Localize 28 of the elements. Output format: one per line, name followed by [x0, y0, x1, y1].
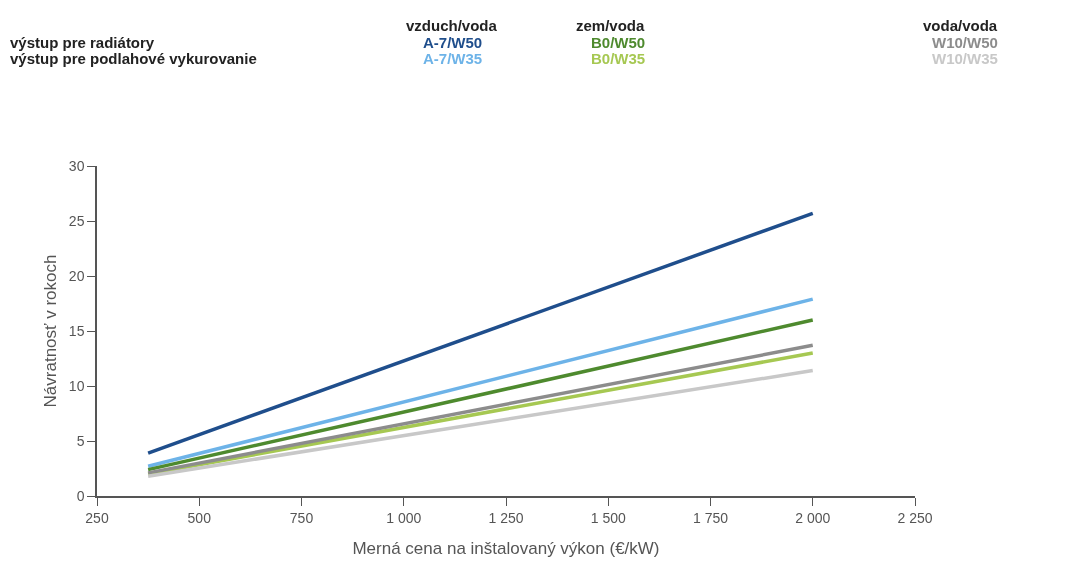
text: A-7/W50	[423, 34, 483, 51]
text: B0/W50	[591, 34, 646, 51]
text: vzduch/voda	[406, 17, 498, 34]
x-tick-label: 2 000	[795, 509, 831, 526]
text: výstup pre radiátory	[10, 34, 155, 51]
y-tick-label: 15	[68, 322, 85, 339]
y-tick-label: 10	[68, 377, 85, 394]
x-tick-label: 1 250	[488, 509, 524, 526]
text: W10/W50	[932, 34, 998, 51]
x-tick-label: 1 750	[692, 509, 729, 526]
y-tick-label: 5	[76, 432, 85, 449]
text: výstup pre podlahové vykurovanie	[10, 50, 257, 67]
x-tick-label: 2 250	[897, 509, 933, 526]
x-tick-label: 1 500	[590, 509, 626, 526]
y-tick-label: 30	[68, 157, 85, 174]
x-tick-label: 1 000	[386, 509, 422, 526]
text: voda/voda	[923, 17, 998, 34]
y-tick-label: 20	[68, 267, 85, 284]
text: B0/W35	[591, 50, 646, 67]
y-tick-label: 25	[68, 212, 85, 229]
x-axis-title: Merná cena na inštalovaný výkon (€/kW)	[352, 539, 660, 559]
text: zem/voda	[576, 17, 646, 34]
text: A-7/W35	[423, 50, 483, 67]
y-axis-title: Návratnosť v rokoch	[40, 254, 60, 408]
x-tick-label: 250	[85, 509, 109, 526]
y-tick-label: 0	[76, 487, 85, 504]
x-tick-label: 500	[187, 509, 212, 526]
x-tick-label: 750	[289, 509, 314, 526]
